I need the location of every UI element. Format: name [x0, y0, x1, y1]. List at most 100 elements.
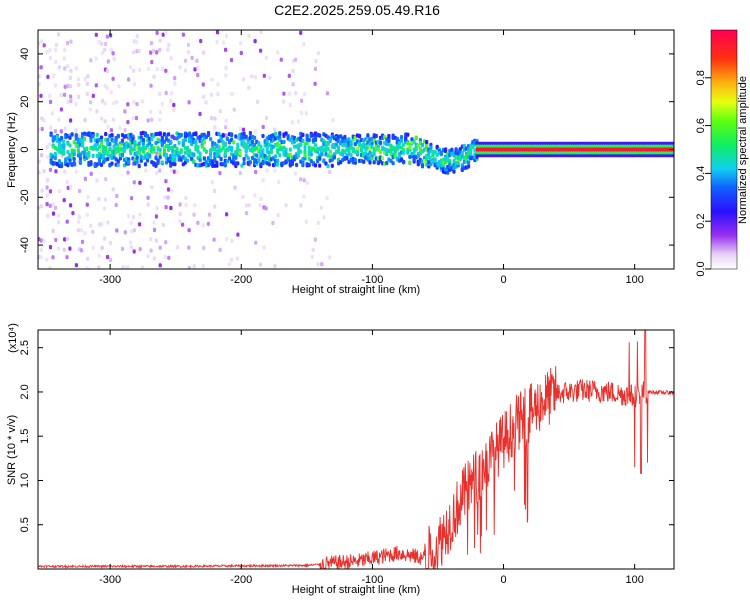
spectrogram-band-cell [122, 148, 127, 153]
spectrogram-noise-cell [40, 126, 44, 132]
spectrogram-band-cell [141, 141, 145, 146]
spectrogram-noise-cell [172, 102, 176, 108]
spectrogram-band-cell [221, 140, 225, 145]
spectrogram-band-cell [399, 135, 404, 140]
spectrogram-noise-cell [241, 127, 246, 132]
spectrogram-band-cell [217, 132, 221, 137]
spectrogram-noise-cell [42, 238, 46, 243]
spectrogram-noise-cell [331, 118, 335, 123]
spectrogram-band-cell [72, 162, 76, 167]
spectrogram-noise-cell [294, 91, 298, 96]
spectrogram-noise-cell [160, 66, 165, 72]
spectrogram-noise-cell [302, 194, 306, 199]
spectrogram-noise-cell [129, 220, 133, 225]
spectrogram-noise-cell [273, 127, 277, 132]
spectrogram-noise-cell [313, 66, 317, 71]
snr-y-tick-label: 2.5 [19, 340, 31, 355]
spectrogram-noise-cell [52, 73, 56, 78]
spectrogram-band-cell [206, 131, 211, 136]
spectrogram-noise-cell [97, 253, 101, 258]
spectrogram-noise-cell [65, 179, 69, 185]
spectrogram-band-cell [467, 160, 471, 165]
spectrogram-noise-cell [259, 196, 263, 202]
spectrogram-noise-cell [264, 116, 269, 121]
colorbar-gradient [710, 29, 738, 270]
spectrogram-noise-cell [213, 116, 217, 121]
colorbar: 0.0 0.2 0.4 0.6 0.8 Normalized spectral ampl… [695, 29, 749, 277]
spectrogram-noise-cell [54, 60, 58, 65]
spectrogram-noise-cell [83, 176, 87, 181]
spectrogram-band-cell [246, 156, 250, 161]
spectrogram-band-cell [274, 131, 278, 136]
spectrogram-noise-cell [169, 98, 173, 103]
spectrogram-band-cell [215, 160, 219, 165]
spectrogram-noise-cell [271, 221, 275, 226]
spectrogram-noise-cell [54, 237, 58, 243]
spectrogram-noise-cell [45, 257, 49, 262]
spectrogram-band-cell [408, 160, 412, 165]
spectrogram-noise-cell [164, 30, 168, 35]
snr-series-line [38, 330, 674, 569]
spectrogram-band-cell [188, 148, 192, 153]
spectrogram-noise-cell [134, 39, 139, 44]
spectrogram-noise-cell [235, 256, 239, 261]
spectrogram-band-cell [288, 147, 292, 152]
spectrogram-noise-cell [91, 229, 95, 234]
spectrogram-noise-cell [53, 129, 57, 134]
spectrogram-noise-cell [170, 168, 174, 173]
spectrogram-noise-cell [109, 128, 113, 133]
spectrogram-noise-cell [111, 51, 115, 56]
spectrogram-noise-cell [111, 117, 115, 122]
spectrogram-band-cell [236, 161, 240, 166]
spectrogram-noise-cell [325, 196, 329, 201]
spectrogram-noise-cell [184, 203, 188, 208]
spectrogram-noise-cell [112, 101, 116, 106]
spectrogram-noise-cell [299, 203, 303, 208]
spectrogram-noise-cell [193, 67, 197, 72]
spectrogram-band-cell [192, 159, 196, 165]
spectrogram-noise-cell [265, 168, 269, 173]
spectrogram-noise-cell [155, 206, 159, 211]
spectrogram-band-cell [299, 149, 303, 154]
spectrogram-noise-cell [127, 77, 131, 82]
colorbar-tick-label: 0.6 [695, 118, 707, 133]
spectrogram-noise-cell [241, 77, 245, 82]
spectrogram-noise-cell [66, 83, 70, 88]
spectrogram-band-cell [141, 149, 145, 154]
spectrogram-noise-cell [149, 83, 153, 88]
spectrogram-noise-cell [224, 125, 228, 130]
spectrogram-band-cell [53, 156, 57, 161]
spectrogram-noise-cell [158, 263, 162, 268]
spectrogram-noise-cell [132, 228, 137, 233]
spectrogram-band-cell [158, 147, 162, 152]
spectrogram-band-cell [106, 156, 110, 162]
spectrogram-noise-cell [193, 203, 197, 208]
spectrogram-noise-cell [54, 47, 58, 52]
spectrogram-noise-cell [123, 109, 127, 114]
spectrogram-noise-cell [40, 188, 44, 193]
spectrogram-band-cell [444, 147, 448, 152]
spectrogram-noise-cell [290, 120, 294, 125]
spectrogram-noise-cell [259, 30, 263, 35]
spectrogram-noise-cell [48, 142, 52, 147]
spectrogram-noise-cell [144, 168, 148, 173]
spectrogram-noise-cell [247, 203, 251, 208]
spectrogram-noise-cell [224, 133, 228, 138]
spectrogram-noise-cell [63, 169, 67, 174]
spectrogram-noise-cell [149, 41, 153, 46]
spectrogram-noise-cell [100, 245, 104, 250]
spectrogram-noise-cell [85, 81, 89, 86]
spectrogram-noise-cell [108, 240, 112, 246]
spectrogram-noise-cell [56, 220, 61, 225]
spectrogram-noise-cell [155, 30, 159, 35]
spectrogram-noise-cell [100, 41, 104, 46]
spectrogram-noise-cell [254, 169, 258, 175]
spectrogram-noise-cell [201, 82, 205, 87]
spectrogram-noise-cell [51, 255, 55, 260]
spectrogram-noise-cell [224, 47, 228, 52]
spectrogram-band-cell [72, 148, 76, 153]
spectrogram-band-cell [282, 139, 286, 145]
spectrogram-band-cell [297, 146, 301, 151]
spectrogram-band-cell [148, 153, 152, 158]
spectrogram-band-cell [412, 139, 416, 144]
